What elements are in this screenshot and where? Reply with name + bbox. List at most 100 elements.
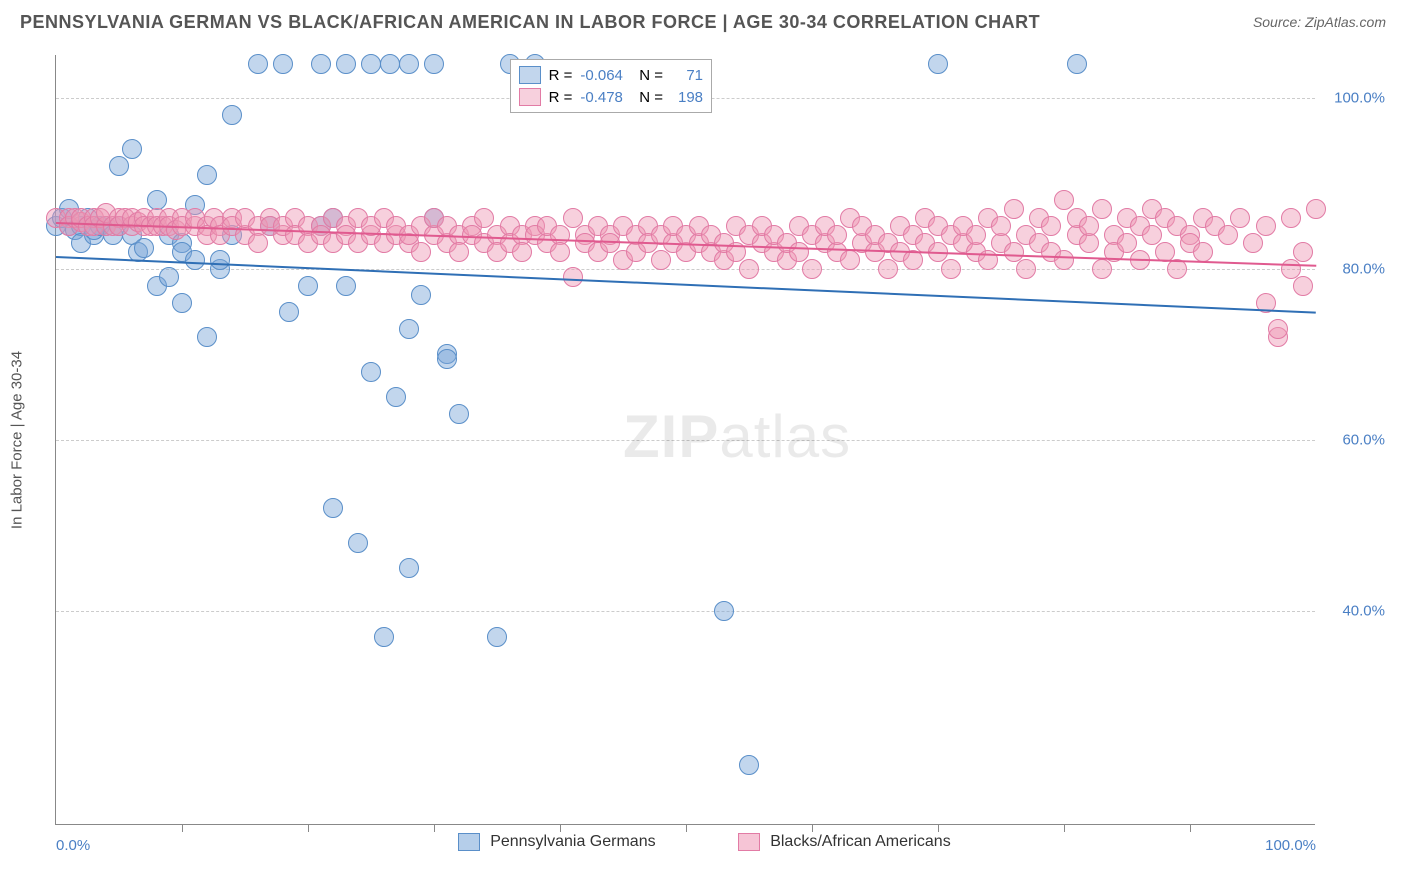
- data-point: [1079, 233, 1099, 253]
- chart-header: PENNSYLVANIA GERMAN VS BLACK/AFRICAN AME…: [0, 0, 1406, 44]
- stat-label: R =: [549, 89, 573, 106]
- data-point: [298, 276, 318, 296]
- data-point: [1268, 319, 1288, 339]
- legend-swatch: [738, 833, 760, 851]
- x-tick: [812, 824, 813, 832]
- data-point: [449, 242, 469, 262]
- data-point: [1142, 225, 1162, 245]
- stat-label: N =: [631, 67, 663, 84]
- data-point: [739, 259, 759, 279]
- data-point: [273, 54, 293, 74]
- data-point: [1016, 259, 1036, 279]
- data-point: [512, 242, 532, 262]
- data-point: [827, 225, 847, 245]
- chart-title: PENNSYLVANIA GERMAN VS BLACK/AFRICAN AME…: [20, 12, 1040, 33]
- data-point: [399, 54, 419, 74]
- data-point: [739, 755, 759, 775]
- x-tick: [434, 824, 435, 832]
- data-point: [563, 267, 583, 287]
- x-tick-label: 100.0%: [1265, 837, 1316, 854]
- chart-source: Source: ZipAtlas.com: [1253, 14, 1386, 30]
- stat-label: N =: [631, 89, 663, 106]
- legend-swatch: [519, 88, 541, 106]
- stat-r-value: -0.064: [580, 67, 623, 84]
- stats-legend: R = -0.064 N = 71 R = -0.478 N = 198: [510, 59, 712, 113]
- data-point: [185, 250, 205, 270]
- data-point: [380, 54, 400, 74]
- data-point: [1004, 199, 1024, 219]
- plot-area: 40.0%60.0%80.0%100.0%0.0%100.0%ZIPatlasR…: [55, 55, 1315, 825]
- data-point: [172, 293, 192, 313]
- data-point: [348, 533, 368, 553]
- data-point: [991, 216, 1011, 236]
- x-tick: [308, 824, 309, 832]
- data-point: [248, 233, 268, 253]
- data-point: [941, 259, 961, 279]
- data-point: [1117, 233, 1137, 253]
- data-point: [197, 165, 217, 185]
- data-point: [159, 267, 179, 287]
- data-point: [1230, 208, 1250, 228]
- legend-label: Pennsylvania Germans: [490, 833, 655, 851]
- data-point: [248, 54, 268, 74]
- data-point: [197, 327, 217, 347]
- data-point: [840, 250, 860, 270]
- data-point: [1067, 54, 1087, 74]
- x-tick: [560, 824, 561, 832]
- data-point: [714, 601, 734, 621]
- data-point: [1004, 242, 1024, 262]
- x-tick-label: 0.0%: [56, 837, 90, 854]
- data-point: [1092, 259, 1112, 279]
- data-point: [1281, 259, 1301, 279]
- legend-swatch: [519, 66, 541, 84]
- data-point: [424, 54, 444, 74]
- data-point: [563, 208, 583, 228]
- data-point: [550, 242, 570, 262]
- data-point: [1193, 242, 1213, 262]
- data-point: [1243, 233, 1263, 253]
- data-point: [966, 225, 986, 245]
- data-point: [1293, 276, 1313, 296]
- legend-label: Blacks/African Americans: [770, 833, 951, 851]
- x-tick: [686, 824, 687, 832]
- x-tick: [1064, 824, 1065, 832]
- data-point: [399, 319, 419, 339]
- x-tick: [182, 824, 183, 832]
- data-point: [878, 259, 898, 279]
- data-point: [361, 54, 381, 74]
- data-point: [361, 362, 381, 382]
- stat-r-value: -0.478: [580, 89, 623, 106]
- data-point: [437, 349, 457, 369]
- data-point: [1041, 216, 1061, 236]
- data-point: [449, 404, 469, 424]
- y-tick-label: 100.0%: [1325, 89, 1385, 106]
- data-point: [336, 54, 356, 74]
- gridline: [56, 269, 1315, 270]
- data-point: [122, 139, 142, 159]
- stats-legend-row: R = -0.064 N = 71: [519, 64, 703, 86]
- series-legend-item: Blacks/African Americans: [738, 833, 951, 851]
- trend-line: [56, 256, 1316, 314]
- data-point: [323, 498, 343, 518]
- y-axis-label: In Labor Force | Age 30-34: [9, 351, 26, 529]
- data-point: [487, 627, 507, 647]
- data-point: [374, 627, 394, 647]
- data-point: [789, 242, 809, 262]
- stat-n-value: 198: [671, 89, 703, 106]
- data-point: [1218, 225, 1238, 245]
- x-tick: [938, 824, 939, 832]
- data-point: [1256, 216, 1276, 236]
- gridline: [56, 611, 1315, 612]
- data-point: [386, 387, 406, 407]
- data-point: [1306, 199, 1326, 219]
- data-point: [474, 208, 494, 228]
- data-point: [1054, 190, 1074, 210]
- data-point: [109, 156, 129, 176]
- legend-swatch: [458, 833, 480, 851]
- data-point: [600, 233, 620, 253]
- data-point: [222, 105, 242, 125]
- y-tick-label: 40.0%: [1325, 603, 1385, 620]
- data-point: [399, 558, 419, 578]
- data-point: [279, 302, 299, 322]
- stat-n-value: 71: [671, 67, 703, 84]
